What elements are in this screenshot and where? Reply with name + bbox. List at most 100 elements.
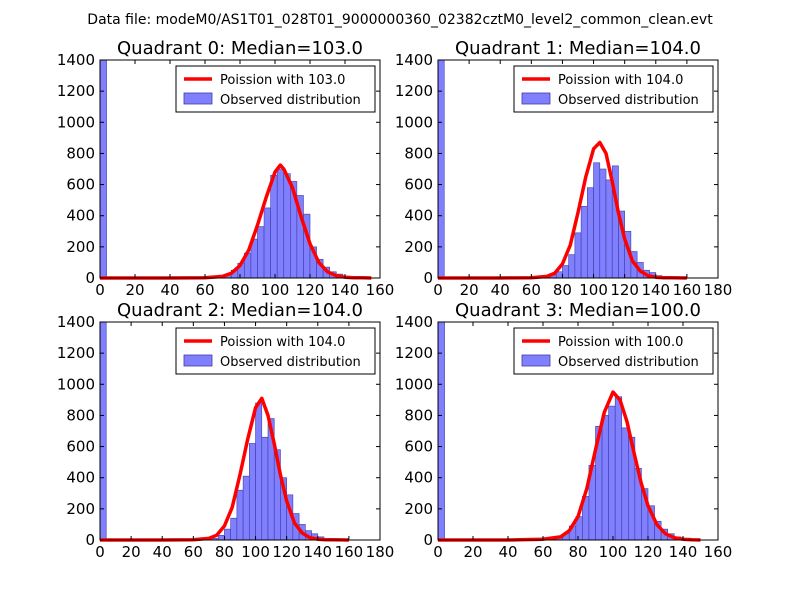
quadrant-2-legend: Poission with 104.0 Observed distribution	[175, 327, 376, 375]
quadrant-1-legend-line-label: Poission with 104.0	[558, 73, 683, 88]
quadrant-1-bar	[568, 254, 576, 279]
quadrant-2-bar	[242, 475, 250, 541]
quadrant-2-ytick-label: 200	[66, 500, 95, 518]
quadrant-0-legend-bar-swatch	[183, 92, 213, 105]
quadrant-2-ytick-label: 1400	[57, 313, 95, 331]
quadrant-2-poisson-line	[100, 396, 349, 542]
quadrant-0-bar	[276, 168, 285, 279]
quadrant-2-bar	[236, 489, 244, 541]
quadrant-1-ytick-label: 1000	[395, 113, 433, 131]
quadrant-1-bar	[587, 187, 594, 279]
quadrant-2-xtick-label: 80	[215, 543, 234, 561]
quadrant-3-bar	[601, 415, 609, 541]
quadrant-0-bar	[270, 174, 278, 279]
quadrant-2-ytick-label: 1200	[57, 344, 95, 362]
quadrant-3-ytick-label: 1000	[395, 375, 433, 393]
quadrant-1-xtick-label: 140	[641, 281, 670, 299]
quadrant-1-bar	[580, 206, 588, 279]
quadrant-0-xtick-label: 0	[95, 281, 105, 299]
quadrant-0-ytick-label: 1400	[57, 51, 95, 69]
quadrant-2-xtick-label: 60	[184, 543, 203, 561]
quadrant-1-title: Quadrant 1: Median=104.0	[455, 38, 701, 59]
quadrant-2-xtick-label: 100	[241, 543, 270, 561]
quadrant-0-legend-line-label: Poission with 103.0	[220, 73, 345, 88]
quadrant-3-xtick-label: 80	[568, 543, 587, 561]
quadrant-2-ytick-label: 1000	[57, 375, 95, 393]
quadrant-2-bar	[261, 436, 269, 541]
quadrant-2-ytick-label: 400	[66, 469, 95, 487]
quadrant-1-bar	[593, 162, 601, 279]
quadrant-2-bar	[224, 528, 231, 541]
quadrant-2-panel: Quadrant 2: Median=104.00 20 40 60 80 100 120 1…	[57, 300, 395, 561]
quadrant-2-xtick-label: 180	[366, 543, 395, 561]
quadrant-2-axes-frame	[99, 321, 381, 541]
quadrant-3-xtick-label: 20	[463, 543, 482, 561]
quadrant-3-ytick-label: 600	[404, 438, 433, 456]
quadrant-0-xtick-label: 40	[160, 281, 179, 299]
quadrant-1-xtick-label: 120	[610, 281, 639, 299]
quadrant-1-bar	[562, 265, 569, 279]
quadrant-1-xtick-label: 0	[433, 281, 443, 299]
quadrant-2-legend-bar-swatch	[183, 354, 213, 367]
quadrant-1-xtick-label: 40	[491, 281, 510, 299]
quadrant-3-ytick-label: 0	[423, 531, 433, 549]
quadrant-0-ytick-label: 0	[85, 269, 95, 287]
quadrant-1-legend-bar-label: Observed distribution	[558, 93, 699, 108]
quadrant-0-xtick-label: 80	[230, 281, 249, 299]
quadrant-3-xtick-label: 100	[599, 543, 628, 561]
quadrant-0-xtick-label: 140	[331, 281, 360, 299]
quadrant-3-ytick-label: 1400	[395, 313, 433, 331]
quadrant-0-ytick-label: 400	[66, 207, 95, 225]
quadrant-1-panel: Quadrant 1: Median=104.00 20 40 60 80 100 120 1…	[395, 38, 733, 299]
quadrant-1-bar	[599, 168, 607, 279]
quadrant-1-ytick-label: 400	[404, 207, 433, 225]
quadrant-3-bar	[614, 396, 623, 541]
quadrant-3-xtick-label: 40	[498, 543, 517, 561]
quadrant-3-xtick-label: 60	[533, 543, 552, 561]
quadrant-3-edge-bar	[437, 321, 445, 541]
quadrant-0-xtick-label: 60	[195, 281, 214, 299]
quadrant-1-xtick-label: 100	[579, 281, 608, 299]
quadrant-1-xtick-label: 180	[704, 281, 733, 299]
quadrant-1-ytick-label: 0	[423, 269, 433, 287]
quadrant-1-axes-frame	[437, 59, 719, 279]
quadrant-2-xtick-label: 20	[122, 543, 141, 561]
quadrant-0-panel: Quadrant 0: Median=103.0 0 20 40 60 80 100 120 1…	[57, 38, 395, 299]
quadrant-2-bar	[249, 443, 256, 541]
quadrant-2-bar	[255, 402, 263, 541]
quadrant-2-bar	[217, 535, 225, 541]
quadrant-1-ytick-label: 1200	[395, 82, 433, 100]
quadrant-3-legend-bar-swatch	[521, 354, 551, 367]
quadrant-1-poisson-line	[438, 140, 687, 280]
quadrant-0-xtick-label: 20	[125, 281, 144, 299]
quadrant-3-ytick-label: 800	[404, 406, 433, 424]
quadrant-2-legend-bar-label: Observed distribution	[220, 355, 361, 370]
quadrant-1-ytick-label: 200	[404, 238, 433, 256]
quadrant-2-xtick-label: 160	[335, 543, 364, 561]
quadrant-3-xtick-label: 0	[433, 543, 443, 561]
quadrant-0-xtick-label: 120	[296, 281, 325, 299]
quadrant-1-ytick-label: 600	[404, 176, 433, 194]
quadrant-0-poisson-line	[100, 163, 372, 280]
quadrant-0-bar	[257, 226, 265, 279]
quadrant-1-xtick-label: 60	[522, 281, 541, 299]
quadrant-2-xtick-label: 140	[303, 543, 332, 561]
quadrant-1-bar	[574, 232, 582, 279]
quadrant-0-ytick-label: 600	[66, 176, 95, 194]
quadrant-3-legend-line-label: Poission with 100.0	[558, 335, 683, 350]
quadrant-1-xtick-label: 20	[460, 281, 479, 299]
quadrant-3-ytick-label: 200	[404, 500, 433, 518]
quadrant-2-legend-line-label: Poission with 104.0	[220, 335, 345, 350]
quadrant-2-title: Quadrant 2: Median=104.0	[117, 300, 363, 321]
quadrant-3-xtick-label: 120	[634, 543, 663, 561]
quadrant-3-ytick-label: 400	[404, 469, 433, 487]
quadrant-1-legend-bar-swatch	[521, 92, 551, 105]
quadrant-3-legend-bar-label: Observed distribution	[558, 355, 699, 370]
quadrant-0-legend-bar-label: Observed distribution	[220, 93, 361, 108]
quadrant-0-ytick-label: 200	[66, 238, 95, 256]
quadrant-0-ytick-label: 1200	[57, 82, 95, 100]
quadrant-3-panel: Quadrant 3: Median=100.0 0 20 40 60 80 100 120 1…	[395, 300, 733, 561]
quadrant-3-title: Quadrant 3: Median=100.0	[455, 300, 701, 321]
quadrant-2-xtick-label: 120	[272, 543, 301, 561]
quadrant-1-xtick-label: 80	[553, 281, 572, 299]
